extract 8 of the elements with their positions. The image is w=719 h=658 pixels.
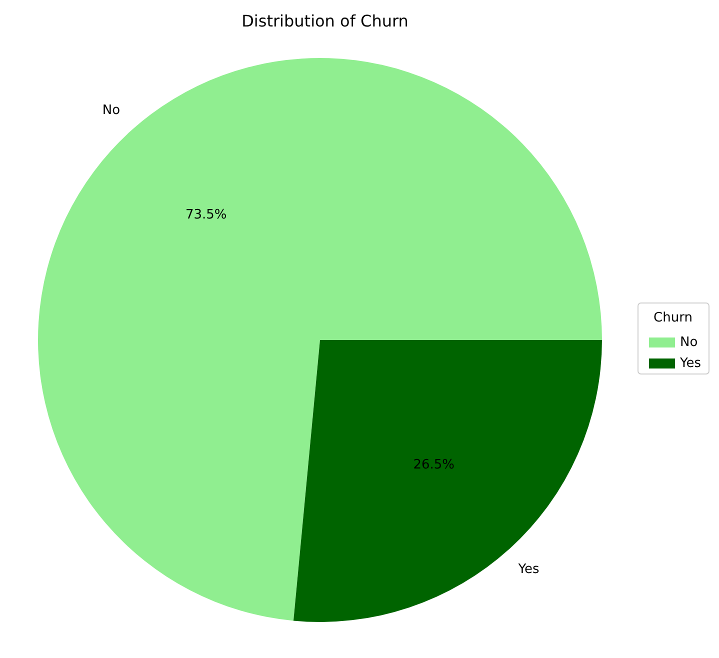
chart-title: Distribution of Churn bbox=[242, 12, 408, 30]
slice-label: Yes bbox=[517, 562, 540, 577]
data-label: 73.5% bbox=[185, 207, 227, 222]
legend-label: No bbox=[680, 335, 698, 350]
data-label: 26.5% bbox=[413, 458, 455, 473]
legend-title: Churn bbox=[654, 310, 692, 326]
legend-label: Yes bbox=[679, 356, 702, 371]
slice-label: No bbox=[102, 103, 120, 118]
